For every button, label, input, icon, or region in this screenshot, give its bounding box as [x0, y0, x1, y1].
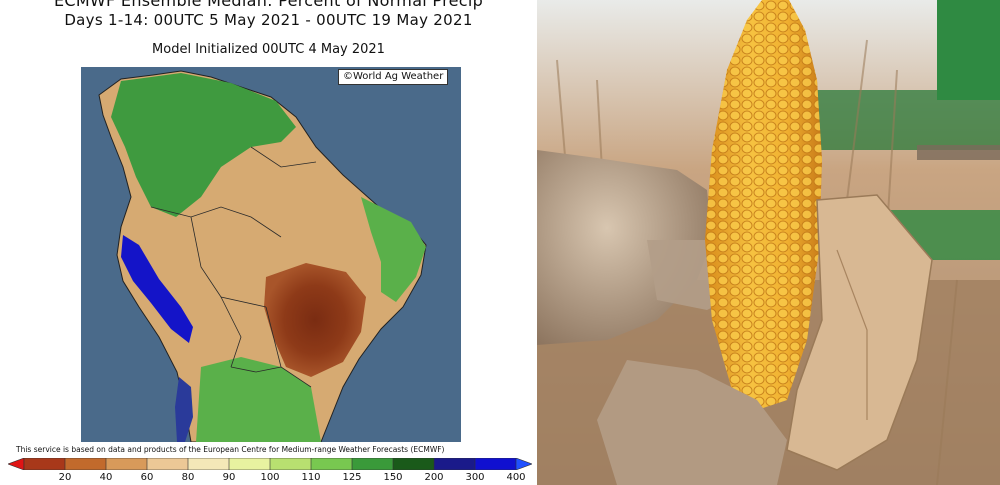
very-wet-andes — [121, 235, 193, 343]
colorbar-tick-label: 40 — [99, 472, 113, 483]
colorbar-low-arrow — [8, 458, 25, 470]
colorbar-tick-label: 90 — [222, 472, 236, 483]
colorbar-segment — [351, 458, 394, 470]
colorbar-tick-label: 300 — [465, 472, 485, 483]
wet-south — [196, 357, 321, 442]
colorbar-tick-label: 200 — [424, 472, 444, 483]
colorbar-segment — [310, 458, 353, 470]
colorbar-tick-label: 80 — [181, 472, 195, 483]
map-init-time: Model Initialized 00UTC 4 May 2021 — [152, 42, 385, 57]
precip-map-panel: ECMWF Ensemble Median: Percent of Normal… — [8, 0, 532, 483]
country-borders — [150, 146, 317, 388]
wet-north — [111, 73, 296, 217]
corn-husk — [786, 194, 933, 471]
colorbar-segment — [105, 458, 148, 470]
colorbar-segment — [269, 458, 312, 470]
dry-central-brazil — [264, 263, 366, 377]
colorbar-segment — [64, 458, 107, 470]
legend-colorbar — [8, 458, 532, 470]
map-date-range: Days 1-14: 00UTC 5 May 2021 - 00UTC 19 M… — [64, 11, 473, 29]
colorbar-segment — [23, 458, 66, 470]
colorbar-tick-label: 400 — [506, 472, 526, 483]
colorbar-segment — [228, 458, 271, 470]
credit-label: ©World Ag Weather — [338, 69, 449, 85]
wet-east-coast — [361, 197, 426, 302]
colorbar-tick-label: 150 — [383, 472, 403, 483]
colorbar-segment — [433, 458, 476, 470]
colorbar-segment — [474, 458, 517, 470]
colorbar-tick-label: 110 — [301, 472, 321, 483]
precip-anomaly-map — [81, 67, 461, 442]
colorbar-tick-label: 60 — [140, 472, 154, 483]
colorbar-tick-label: 20 — [58, 472, 72, 483]
colorbar-segment — [392, 458, 435, 470]
colorbar-high-arrow — [515, 458, 532, 470]
colorbar-tick-label: 125 — [342, 472, 362, 483]
colorbar-tick-label: 100 — [260, 472, 280, 483]
corn-photo-panel — [537, 0, 1000, 485]
wet-andes-south — [175, 377, 193, 442]
colorbar-segment — [146, 458, 189, 470]
ecmwf-disclaimer: This service is based on data and produc… — [16, 445, 445, 454]
map-title: ECMWF Ensemble Median: Percent of Normal… — [53, 0, 484, 10]
colorbar-segment — [187, 458, 230, 470]
corn-photo — [537, 0, 1000, 485]
glove-lower — [597, 360, 787, 485]
